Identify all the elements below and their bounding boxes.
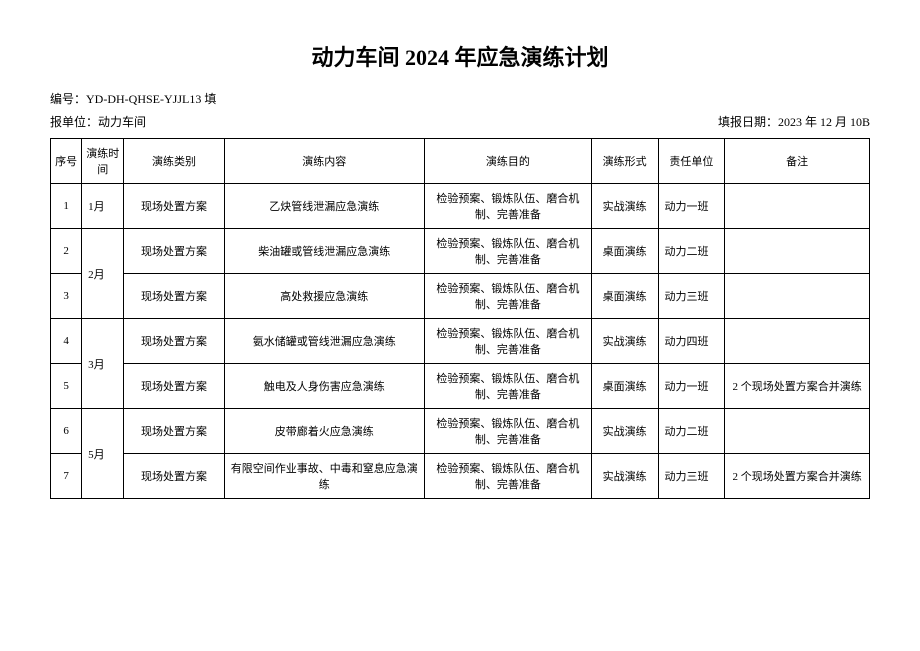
cell-remark (725, 409, 870, 454)
cell-content: 有限空间作业事故、中毒和窒息应急演练 (224, 454, 424, 499)
table-row: 6 5月 现场处置方案 皮带廊着火应急演练 检验预案、锻炼队伍、磨合机制、完善准… (51, 409, 870, 454)
table-row: 1 1月 现场处置方案 乙炔管线泄漏应急演练 检验预案、锻炼队伍、磨合机制、完善… (51, 184, 870, 229)
cell-seq: 6 (51, 409, 82, 454)
header-form: 演练形式 (591, 139, 658, 184)
cell-seq: 3 (51, 274, 82, 319)
header-content: 演练内容 (224, 139, 424, 184)
doc-number: YD-DH-QHSE-YJJL13 填 (86, 92, 216, 106)
cell-form: 桌面演练 (591, 364, 658, 409)
cell-type: 现场处置方案 (124, 409, 224, 454)
cell-form: 实战演练 (591, 184, 658, 229)
cell-form: 实战演练 (591, 409, 658, 454)
cell-seq: 2 (51, 229, 82, 274)
header-purpose: 演练目的 (424, 139, 591, 184)
cell-remark (725, 184, 870, 229)
table-row: 4 3月 现场处置方案 氨水储罐或管线泄漏应急演练 检验预案、锻炼队伍、磨合机制… (51, 319, 870, 364)
cell-purpose: 检验预案、锻炼队伍、磨合机制、完善准备 (424, 409, 591, 454)
cell-remark (725, 319, 870, 364)
cell-type: 现场处置方案 (124, 319, 224, 364)
report-unit: 动力车间 (98, 115, 146, 129)
cell-time: 1月 (82, 184, 124, 229)
cell-form: 桌面演练 (591, 274, 658, 319)
header-unit: 责任单位 (658, 139, 725, 184)
cell-content: 乙炔管线泄漏应急演练 (224, 184, 424, 229)
report-line: 报单位：动力车间 填报日期：2023 年 12 月 10B (50, 113, 870, 130)
cell-unit: 动力二班 (658, 409, 725, 454)
cell-content: 柴油罐或管线泄漏应急演练 (224, 229, 424, 274)
drill-plan-table: 序号 演练时间 演练类别 演练内容 演练目的 演练形式 责任单位 备注 1 1月… (50, 138, 870, 499)
report-unit-label: 报单位： (50, 115, 98, 129)
cell-content: 高处救援应急演练 (224, 274, 424, 319)
cell-time: 5月 (82, 409, 124, 499)
doc-number-line: 编号：YD-DH-QHSE-YJJL13 填 (50, 90, 870, 107)
cell-unit: 动力四班 (658, 319, 725, 364)
cell-seq: 7 (51, 454, 82, 499)
doc-number-label: 编号： (50, 92, 86, 106)
header-remark: 备注 (725, 139, 870, 184)
cell-unit: 动力三班 (658, 454, 725, 499)
cell-unit: 动力一班 (658, 364, 725, 409)
cell-type: 现场处置方案 (124, 454, 224, 499)
cell-purpose: 检验预案、锻炼队伍、磨合机制、完善准备 (424, 229, 591, 274)
cell-form: 实战演练 (591, 319, 658, 364)
table-header-row: 序号 演练时间 演练类别 演练内容 演练目的 演练形式 责任单位 备注 (51, 139, 870, 184)
cell-purpose: 检验预案、锻炼队伍、磨合机制、完善准备 (424, 364, 591, 409)
cell-content: 皮带廊着火应急演练 (224, 409, 424, 454)
header-type: 演练类别 (124, 139, 224, 184)
cell-type: 现场处置方案 (124, 364, 224, 409)
cell-remark (725, 274, 870, 319)
cell-purpose: 检验预案、锻炼队伍、磨合机制、完善准备 (424, 274, 591, 319)
cell-purpose: 检验预案、锻炼队伍、磨合机制、完善准备 (424, 184, 591, 229)
table-row: 7 现场处置方案 有限空间作业事故、中毒和窒息应急演练 检验预案、锻炼队伍、磨合… (51, 454, 870, 499)
table-row: 2 2月 现场处置方案 柴油罐或管线泄漏应急演练 检验预案、锻炼队伍、磨合机制、… (51, 229, 870, 274)
cell-type: 现场处置方案 (124, 184, 224, 229)
cell-remark: 2 个现场处置方案合并演练 (725, 454, 870, 499)
cell-unit: 动力三班 (658, 274, 725, 319)
cell-unit: 动力一班 (658, 184, 725, 229)
header-time: 演练时间 (82, 139, 124, 184)
cell-content: 氨水储罐或管线泄漏应急演练 (224, 319, 424, 364)
cell-purpose: 检验预案、锻炼队伍、磨合机制、完善准备 (424, 319, 591, 364)
table-row: 5 现场处置方案 触电及人身伤害应急演练 检验预案、锻炼队伍、磨合机制、完善准备… (51, 364, 870, 409)
cell-seq: 5 (51, 364, 82, 409)
cell-time: 3月 (82, 319, 124, 409)
cell-form: 实战演练 (591, 454, 658, 499)
cell-type: 现场处置方案 (124, 274, 224, 319)
report-date-label: 填报日期： (718, 115, 778, 129)
cell-purpose: 检验预案、锻炼队伍、磨合机制、完善准备 (424, 454, 591, 499)
report-date: 2023 年 12 月 10B (778, 115, 870, 129)
cell-unit: 动力二班 (658, 229, 725, 274)
page-title: 动力车间 2024 年应急演练计划 (50, 40, 870, 72)
cell-type: 现场处置方案 (124, 229, 224, 274)
cell-form: 桌面演练 (591, 229, 658, 274)
cell-content: 触电及人身伤害应急演练 (224, 364, 424, 409)
cell-remark (725, 229, 870, 274)
cell-seq: 4 (51, 319, 82, 364)
cell-time: 2月 (82, 229, 124, 319)
report-date-wrap: 填报日期：2023 年 12 月 10B (718, 113, 870, 130)
report-unit-wrap: 报单位：动力车间 (50, 113, 146, 130)
header-seq: 序号 (51, 139, 82, 184)
cell-seq: 1 (51, 184, 82, 229)
table-row: 3 现场处置方案 高处救援应急演练 检验预案、锻炼队伍、磨合机制、完善准备 桌面… (51, 274, 870, 319)
cell-remark: 2 个现场处置方案合并演练 (725, 364, 870, 409)
